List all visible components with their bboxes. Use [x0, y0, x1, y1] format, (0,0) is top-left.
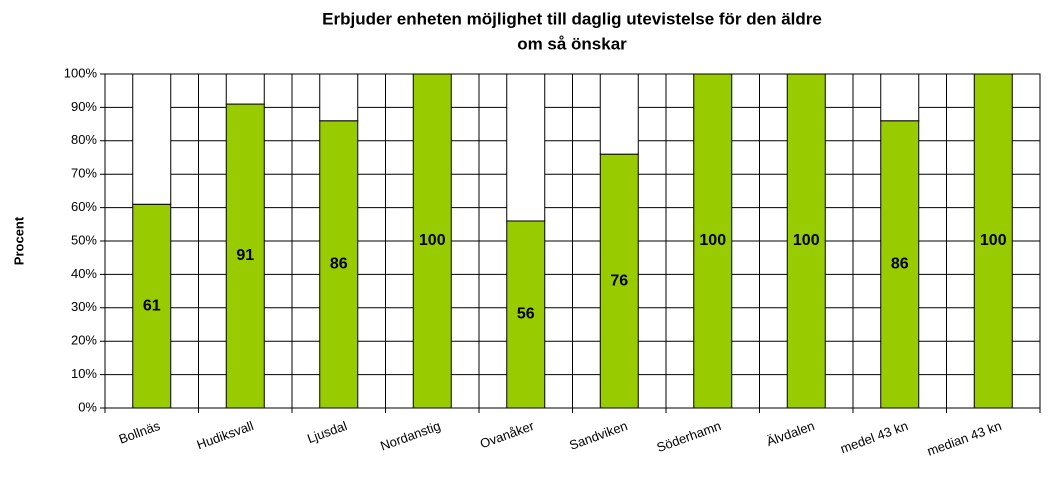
y-tick-label: 90% — [71, 99, 97, 114]
x-tick-label: Hudiksvall — [195, 418, 256, 452]
x-tick-label: Älvdalen — [764, 418, 816, 449]
bar-segment — [132, 73, 172, 205]
value-label: 100 — [699, 232, 726, 249]
value-label: 56 — [517, 306, 535, 323]
bar-segment — [599, 153, 639, 409]
bar-segment — [693, 73, 733, 409]
bar-segment — [786, 73, 826, 409]
value-label: 91 — [236, 247, 254, 264]
y-tick-label: 50% — [71, 232, 97, 247]
bar-segment — [506, 73, 546, 222]
y-tick-label: 10% — [71, 366, 97, 381]
bar-segment — [132, 203, 172, 409]
bar-segment — [973, 73, 1013, 409]
x-tick-label: Sandviken — [567, 418, 629, 453]
x-tick-label: Bollnäs — [117, 418, 163, 447]
y-tick-label: 40% — [71, 266, 97, 281]
y-tick-label: 80% — [71, 132, 97, 147]
y-tick-label: 60% — [71, 199, 97, 214]
bar-segment — [599, 73, 639, 155]
value-label: 100 — [793, 232, 820, 249]
bar-segment — [880, 73, 920, 122]
y-tick-label: 30% — [71, 299, 97, 314]
value-label: 76 — [610, 272, 628, 289]
bar-segment — [880, 120, 920, 409]
value-label: 100 — [419, 232, 446, 249]
bar-segment — [225, 103, 265, 409]
bar-segment — [412, 73, 452, 409]
value-label: 86 — [330, 256, 348, 273]
value-label: 86 — [891, 256, 909, 273]
y-tick-label: 100% — [64, 65, 98, 80]
chart-title: om så önskar — [517, 34, 627, 53]
y-tick-label: 0% — [78, 399, 97, 414]
chart-title: Erbjuder enheten möjlighet till daglig u… — [322, 9, 822, 28]
value-label: 61 — [143, 297, 161, 314]
value-label: 100 — [980, 232, 1007, 249]
x-tick-label: Söderhamn — [655, 418, 723, 455]
bar-segment — [506, 220, 546, 409]
x-tick-label: medel 43 kn — [838, 418, 910, 456]
x-tick-label: median 43 kn — [925, 418, 1003, 459]
bar-segment — [225, 73, 265, 105]
y-tick-label: 20% — [71, 333, 97, 348]
x-tick-label: Ovanåker — [478, 418, 537, 452]
y-axis-label: Procent — [11, 216, 26, 265]
x-tick-label: Ljusdal — [305, 418, 349, 446]
x-tick-label: Nordanstig — [378, 418, 442, 454]
y-tick-label: 70% — [71, 166, 97, 181]
bar-segment — [319, 73, 359, 122]
